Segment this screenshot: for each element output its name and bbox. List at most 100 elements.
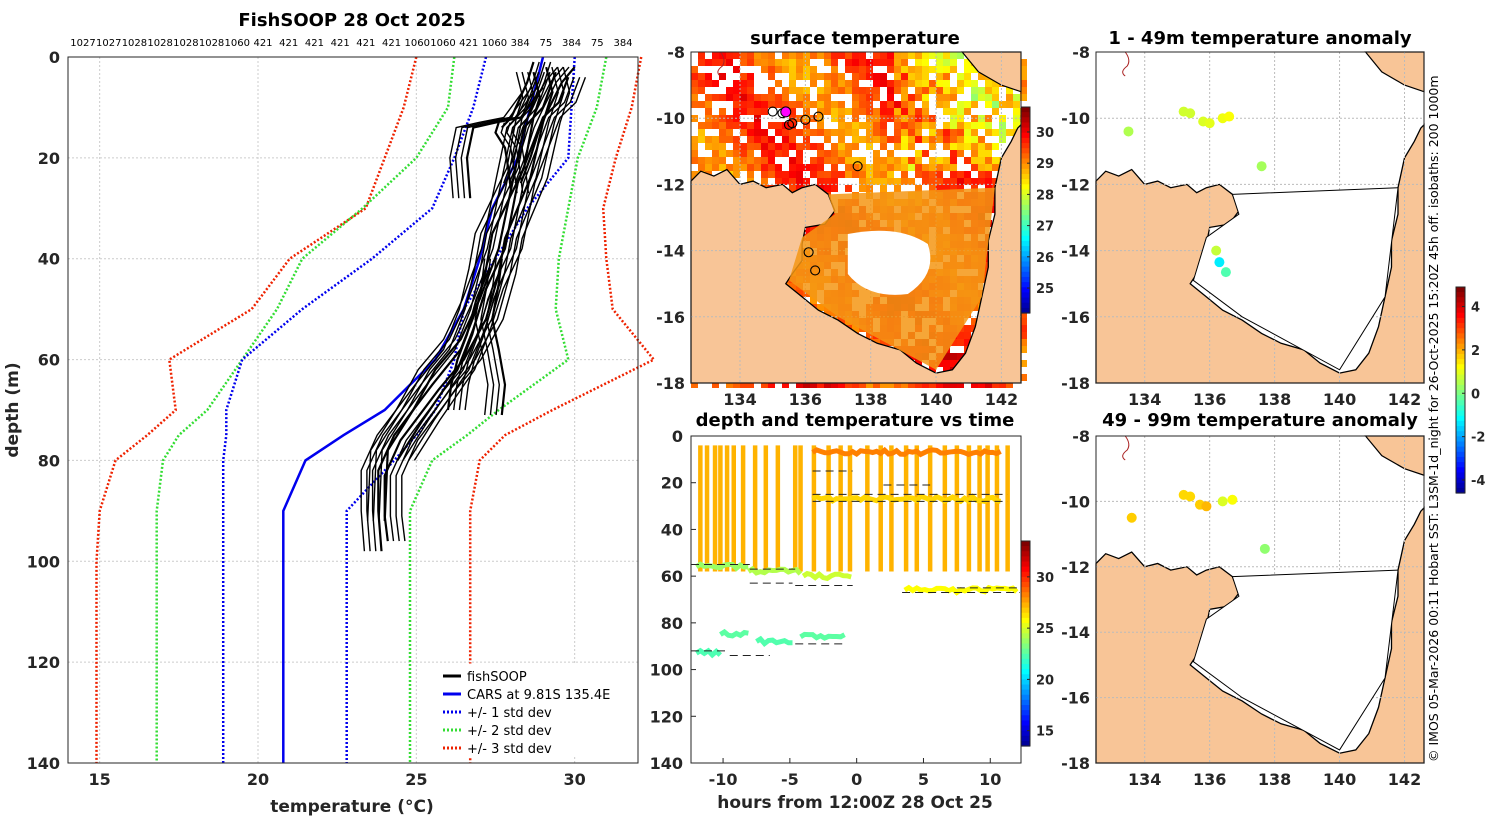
sst-map-cell xyxy=(782,171,789,178)
anomaly-49-99-ytick--8: -8 xyxy=(1072,427,1090,446)
sst-map-cell xyxy=(852,164,859,171)
sst-map-cell xyxy=(740,87,747,94)
sst-map-cell xyxy=(740,52,747,59)
profile-legend-label-2: +/- 1 std dev xyxy=(467,706,552,721)
sst-map-cell xyxy=(733,52,740,59)
sst-map-cell xyxy=(796,101,803,108)
sst-map-cell xyxy=(726,59,733,66)
anomaly-49-99-xtick-134: 134 xyxy=(1128,770,1161,789)
sst-map-cell xyxy=(894,59,901,66)
sst-map-cell xyxy=(985,143,992,150)
sst-map-cell xyxy=(873,87,880,94)
sst-map-cell xyxy=(831,178,838,185)
sst-map-cell xyxy=(1020,325,1027,332)
anomaly-1-49-frame xyxy=(1095,51,1425,384)
sst-map-cell xyxy=(789,171,796,178)
sst-map-cell xyxy=(957,87,964,94)
sst-map-ytick--10: -10 xyxy=(656,109,685,128)
sst-map-cell xyxy=(971,101,978,108)
sst-map-cell xyxy=(719,122,726,129)
sst-map-cell xyxy=(831,80,838,87)
sst-map-cell xyxy=(754,52,761,59)
anomaly-49-99-cb-cell xyxy=(1456,287,1465,293)
sst-map-cell xyxy=(789,66,796,73)
sst-map-cell xyxy=(838,108,845,115)
anomaly-1-49-ytick--18: -18 xyxy=(1061,374,1090,393)
sst-map-cell xyxy=(859,73,866,80)
sst-map-cell xyxy=(852,73,859,80)
depth-time-segment-0 xyxy=(695,561,749,572)
sst-map-cell xyxy=(880,381,887,388)
sst-map-cell xyxy=(691,157,698,164)
profile-fishsoop-cast-3-2 xyxy=(408,76,581,461)
sst-map-cell xyxy=(852,171,859,178)
anomaly-49-99-cb-cell xyxy=(1456,302,1465,309)
sst-map-xtick-140: 140 xyxy=(919,390,952,409)
sst-map-cell xyxy=(908,73,915,80)
sst-map-cell xyxy=(705,101,712,108)
sst-map-cell xyxy=(852,129,859,136)
sst-map-cell xyxy=(754,115,761,122)
sst-map-cb-cell xyxy=(1021,163,1030,170)
sst-map-cell xyxy=(747,80,754,87)
sst-map-cell xyxy=(866,94,873,101)
depth-time-plot-area xyxy=(691,436,1021,763)
anomaly-1-49-point-9 xyxy=(1214,257,1225,268)
anomaly-49-99-title: 49 - 99m temperature anomaly xyxy=(1102,410,1418,431)
sst-map-cell xyxy=(817,129,824,136)
profile-fishsoop-cast-6-1 xyxy=(485,258,501,416)
sst-map-cell xyxy=(943,73,950,80)
sst-map-cell xyxy=(698,164,705,171)
profile-top-label: 384 xyxy=(511,38,530,49)
sst-map-cell xyxy=(957,185,964,192)
sst-map-cell xyxy=(824,108,831,115)
sst-map-cell xyxy=(950,115,957,122)
depth-time-ytick-80: 80 xyxy=(661,614,683,633)
sst-map-cell xyxy=(712,94,719,101)
sst-map-cell xyxy=(964,59,971,66)
sst-map-cb-label-28: 28 xyxy=(1036,188,1054,203)
sst-map-cell xyxy=(915,136,922,143)
sst-map-cell xyxy=(1020,87,1027,94)
depth-time-ytick-60: 60 xyxy=(661,567,683,586)
sst-map-cell xyxy=(950,87,957,94)
sst-map-cell xyxy=(747,150,754,157)
sst-map-cell xyxy=(719,73,726,80)
sst-map-cell xyxy=(726,129,733,136)
sst-map-cell xyxy=(873,381,880,388)
sst-map-cell xyxy=(964,108,971,115)
anomaly-49-99-cb-cell xyxy=(1456,395,1465,401)
profile-legend-box xyxy=(438,663,625,757)
sst-map-cell xyxy=(936,136,943,143)
sst-map-cell xyxy=(950,122,957,129)
sst-map-cell xyxy=(978,122,985,129)
sst-map-cell xyxy=(957,136,964,143)
sst-map-cell xyxy=(957,129,964,136)
depth-time-cb-label-25: 25 xyxy=(1036,622,1054,637)
depth-time-cb-cell xyxy=(1021,725,1030,732)
profile-top-label: 1027 xyxy=(96,38,121,49)
depth-time-segment-5 xyxy=(799,631,846,641)
sst-map-cell xyxy=(866,59,873,66)
sst-map-cell xyxy=(740,73,747,80)
anomaly-49-99-frame xyxy=(1095,435,1425,764)
sst-map-cell xyxy=(950,66,957,73)
depth-time-cb-cell xyxy=(1021,561,1030,568)
sst-map-cell xyxy=(1013,122,1020,129)
sst-map-cell xyxy=(803,143,810,150)
sst-map-cell xyxy=(985,178,992,185)
profile-xtick-25: 25 xyxy=(405,770,427,789)
sst-map-cell xyxy=(880,108,887,115)
depth-time-cb-cell xyxy=(1021,546,1030,552)
depth-time-cb-cell xyxy=(1021,576,1030,583)
sst-map-cell xyxy=(712,52,719,59)
sst-map-cell xyxy=(978,381,985,388)
sst-map-title: surface temperature xyxy=(750,28,960,49)
sst-map-cell xyxy=(775,150,782,157)
sst-map-cell xyxy=(824,129,831,136)
sst-map-cell xyxy=(915,185,922,192)
sst-map-cell xyxy=(887,171,894,178)
sst-map-cell xyxy=(831,115,838,122)
sst-map-cell xyxy=(971,150,978,157)
sst-map-cell xyxy=(754,129,761,136)
